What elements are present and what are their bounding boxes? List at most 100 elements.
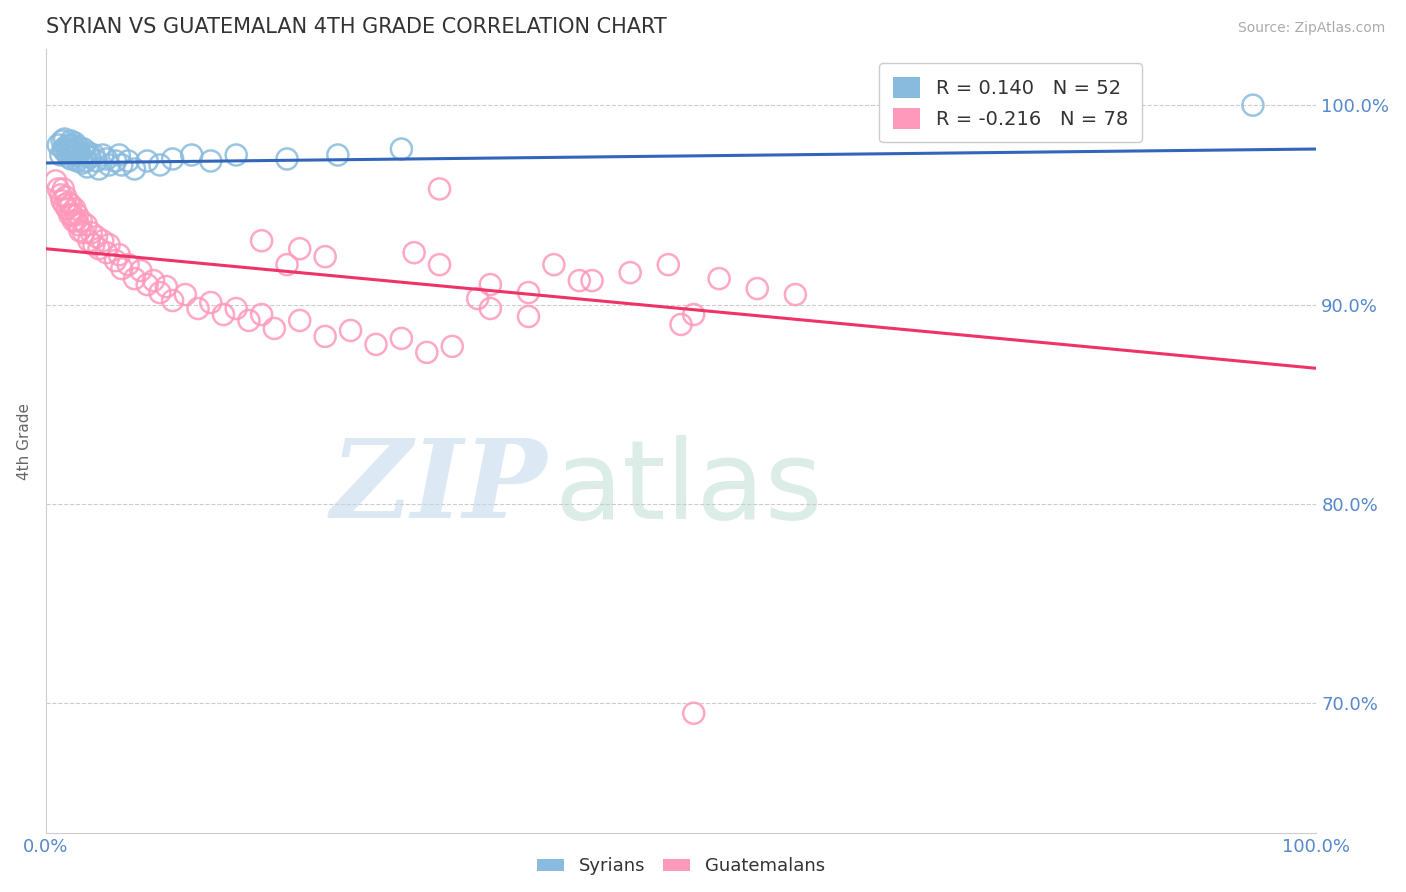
Point xyxy=(657,258,679,272)
Point xyxy=(69,224,91,238)
Point xyxy=(136,153,159,168)
Point xyxy=(53,198,76,212)
Point xyxy=(70,214,93,228)
Point xyxy=(46,182,69,196)
Point xyxy=(59,146,82,161)
Y-axis label: 4th Grade: 4th Grade xyxy=(17,402,32,480)
Point xyxy=(104,153,127,168)
Point xyxy=(276,258,298,272)
Point xyxy=(136,277,159,292)
Point xyxy=(96,245,118,260)
Point xyxy=(149,285,172,300)
Point xyxy=(180,148,202,162)
Point xyxy=(669,318,692,332)
Point xyxy=(517,310,540,324)
Point xyxy=(77,146,100,161)
Point xyxy=(162,152,184,166)
Point xyxy=(200,153,222,168)
Point xyxy=(65,142,87,156)
Point xyxy=(87,242,110,256)
Point xyxy=(59,198,82,212)
Point xyxy=(53,132,76,146)
Point xyxy=(129,263,152,277)
Point xyxy=(62,148,84,162)
Point xyxy=(91,234,114,248)
Point xyxy=(111,158,134,172)
Text: ZIP: ZIP xyxy=(330,434,547,541)
Point xyxy=(429,258,451,272)
Point xyxy=(59,142,82,156)
Point xyxy=(46,138,69,153)
Point xyxy=(142,274,165,288)
Point xyxy=(174,287,197,301)
Point xyxy=(69,146,91,161)
Point xyxy=(568,274,591,288)
Point xyxy=(67,218,90,232)
Point xyxy=(58,150,80,164)
Text: atlas: atlas xyxy=(554,434,823,541)
Point xyxy=(479,301,502,316)
Point xyxy=(73,148,96,162)
Point xyxy=(80,226,103,240)
Point xyxy=(326,148,349,162)
Point xyxy=(238,313,260,327)
Point xyxy=(49,187,72,202)
Text: Source: ZipAtlas.com: Source: ZipAtlas.com xyxy=(1237,21,1385,35)
Point xyxy=(707,271,730,285)
Point xyxy=(66,208,89,222)
Point xyxy=(65,214,87,228)
Point xyxy=(79,150,101,164)
Text: SYRIAN VS GUATEMALAN 4TH GRADE CORRELATION CHART: SYRIAN VS GUATEMALAN 4TH GRADE CORRELATI… xyxy=(45,17,666,37)
Point xyxy=(63,136,86,150)
Point xyxy=(83,148,105,162)
Point xyxy=(87,161,110,176)
Point xyxy=(66,153,89,168)
Point xyxy=(1241,98,1264,112)
Point xyxy=(314,329,336,343)
Point xyxy=(149,158,172,172)
Point xyxy=(59,208,82,222)
Point xyxy=(75,153,97,168)
Point xyxy=(288,313,311,327)
Point xyxy=(111,261,134,276)
Point xyxy=(479,277,502,292)
Point xyxy=(108,148,131,162)
Point xyxy=(389,331,412,345)
Point xyxy=(250,234,273,248)
Point xyxy=(59,134,82,148)
Point xyxy=(56,202,79,216)
Point xyxy=(441,339,464,353)
Point xyxy=(67,140,90,154)
Point xyxy=(429,182,451,196)
Point xyxy=(58,195,80,210)
Point xyxy=(62,144,84,158)
Point xyxy=(263,321,285,335)
Point xyxy=(364,337,387,351)
Point xyxy=(55,140,77,154)
Point xyxy=(276,152,298,166)
Point xyxy=(52,142,75,156)
Point xyxy=(49,148,72,162)
Point xyxy=(60,208,83,222)
Point xyxy=(517,285,540,300)
Point xyxy=(75,218,97,232)
Point xyxy=(288,242,311,256)
Point xyxy=(682,706,704,721)
Point xyxy=(543,258,565,272)
Point xyxy=(747,282,769,296)
Point xyxy=(45,174,67,188)
Point xyxy=(53,144,76,158)
Point xyxy=(51,194,73,208)
Point xyxy=(416,345,439,359)
Point xyxy=(124,161,146,176)
Point xyxy=(96,152,118,166)
Point xyxy=(404,245,426,260)
Point xyxy=(339,323,361,337)
Point xyxy=(60,138,83,153)
Point xyxy=(619,266,641,280)
Point xyxy=(62,214,84,228)
Point xyxy=(162,293,184,308)
Point xyxy=(225,301,247,316)
Point xyxy=(314,250,336,264)
Point xyxy=(51,134,73,148)
